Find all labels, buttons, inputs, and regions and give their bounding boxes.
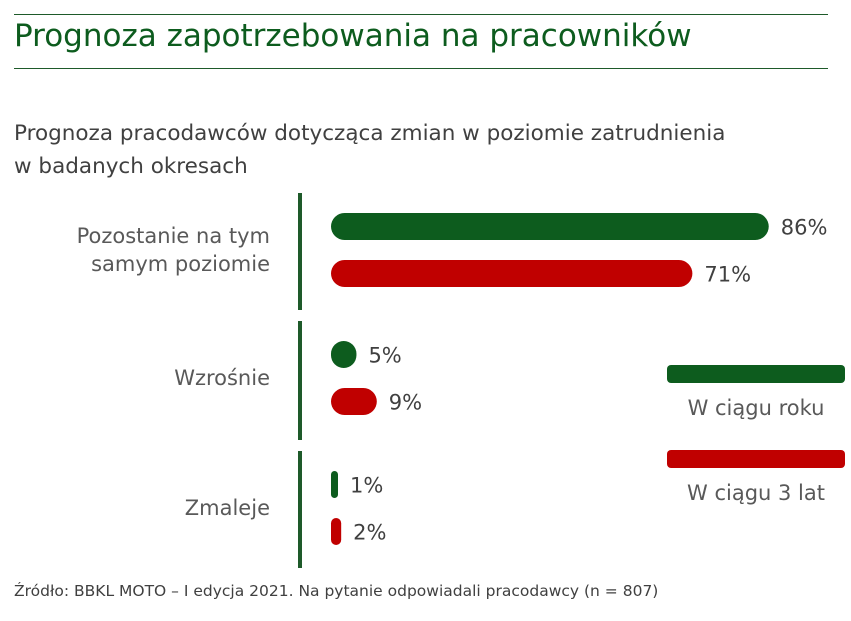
source-note: Źródło: BBKL MOTO – I edycja 2021. Na py… [14,582,659,600]
data-label-1-2: 5% [368,344,401,368]
legend-label-2: W ciągu 3 lat [687,481,825,505]
title-top-rule [14,14,828,15]
bar-2-3 [331,518,342,545]
bar-2-2 [331,388,377,415]
legend-swatch-1 [667,365,845,383]
legend-label-1: W ciągu roku [688,396,825,420]
bar-2-1 [331,260,693,287]
data-label-2-3: 2% [353,521,386,545]
category-label-3-line-1: Zmaleje [185,496,270,520]
category-label-1-line-2: samym poziomie [91,252,270,276]
data-label-2-2: 9% [389,391,422,415]
data-label-1-1: 86% [781,216,828,240]
page-title: Prognoza zapotrzebowania na pracowników [14,18,692,54]
bar-1-2 [331,341,357,368]
data-label-1-3: 1% [350,474,383,498]
data-label-2-1: 71% [704,263,751,287]
title-bottom-rule [14,68,828,69]
chart-subtitle: Prognoza pracodawców dotycząca zmian w p… [14,121,726,179]
bar-1-3 [331,471,338,498]
category-label-1-line-1: Pozostanie na tym [77,224,270,248]
bar-1-1 [331,213,769,240]
legend-swatch-2 [667,450,845,468]
category-label-2-line-1: Wzrośnie [174,366,270,390]
